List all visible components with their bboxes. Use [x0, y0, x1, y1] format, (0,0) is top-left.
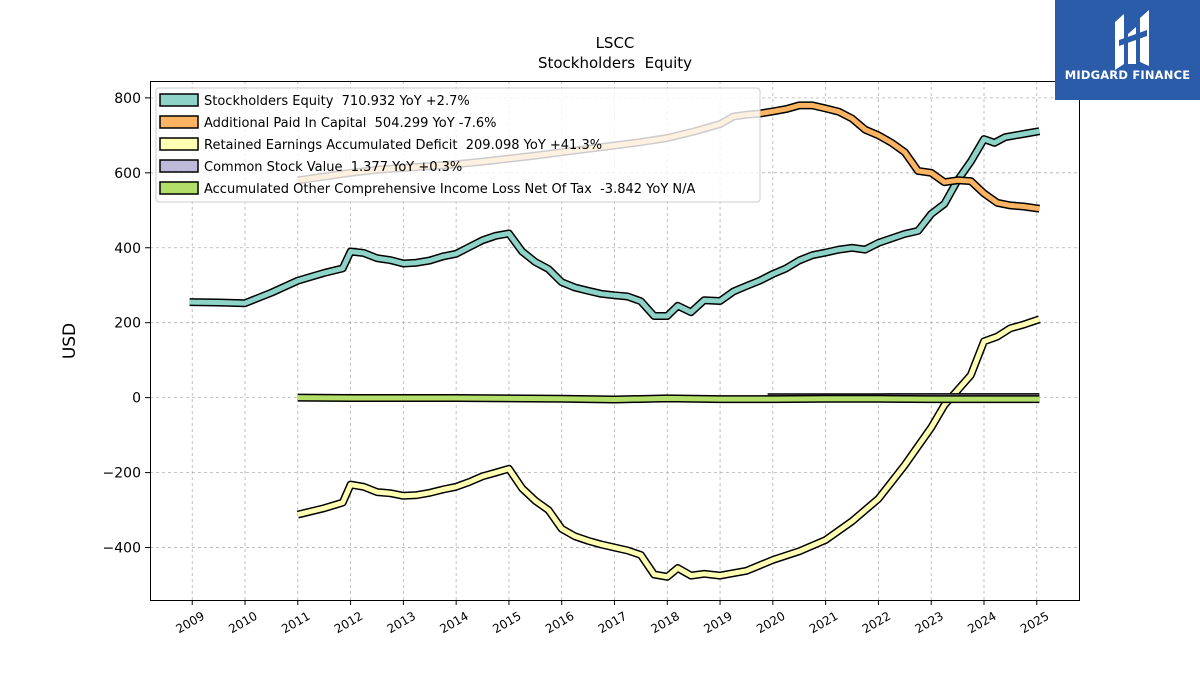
legend-entry: Accumulated Other Comprehensive Income L…: [204, 182, 695, 197]
chart-title: LSCC: [596, 34, 635, 52]
y-axis-label: USD: [60, 323, 80, 359]
legend-swatch: [159, 115, 199, 129]
x-tick-label: 2022: [860, 609, 893, 636]
x-tick-label: 2021: [807, 609, 840, 636]
brand-mark-icon: [1115, 10, 1149, 70]
x-tick-label: 2025: [1018, 609, 1051, 636]
brand-name: MIDGARD FINANCE: [1064, 68, 1191, 82]
x-tick-label: 2020: [754, 609, 787, 636]
legend-entry: Additional Paid In Capital 504.299 YoY -…: [204, 116, 497, 131]
series-line: [297, 395, 1040, 402]
x-tick-label: 2024: [965, 609, 998, 636]
x-tick-label: 2019: [701, 609, 734, 636]
y-tick-label: 800: [114, 91, 141, 107]
y-tick-label: 600: [114, 166, 141, 182]
legend-entry: Common Stock Value 1.377 YoY +0.3%: [204, 160, 462, 175]
y-tick-label: −400: [103, 541, 141, 557]
y-tick-label: 400: [114, 241, 141, 257]
legend-swatch: [159, 137, 199, 151]
x-tick-label: 2017: [596, 609, 629, 636]
x-tick-label: 2016: [543, 609, 576, 636]
x-tick-label: 2009: [174, 609, 207, 636]
legend-entry: Retained Earnings Accumulated Deficit 20…: [204, 138, 602, 153]
legend-entry: Stockholders Equity 710.932 YoY +2.7%: [204, 94, 470, 109]
x-tick-label: 2015: [490, 609, 523, 636]
legend-box: [155, 87, 761, 203]
y-tick-label: −200: [103, 466, 141, 482]
x-tick-label: 2011: [279, 609, 312, 636]
series-outline: [296, 315, 1041, 581]
series-lines: [189, 101, 1041, 581]
legend-swatch: [159, 159, 199, 173]
chart-subtitle: Stockholders Equity: [538, 54, 692, 72]
legend-swatch: [159, 181, 199, 195]
x-tick-label: 2012: [332, 609, 365, 636]
x-tick-label: 2014: [437, 609, 470, 636]
series-line: [297, 316, 1041, 580]
brand-logo: MIDGARD FINANCE: [1055, 0, 1200, 100]
y-tick-label: 0: [132, 391, 141, 407]
y-tick-label: 200: [114, 316, 141, 332]
series-line: [189, 128, 1040, 319]
legend-swatch: [159, 93, 199, 107]
x-tick-label: 2013: [385, 609, 418, 636]
x-tick-label: 2023: [912, 609, 945, 636]
x-tick-label: 2010: [226, 609, 259, 636]
legend: Stockholders Equity 710.932 YoY +2.7% Add…: [155, 87, 761, 203]
x-tick-label: 2018: [649, 609, 682, 636]
